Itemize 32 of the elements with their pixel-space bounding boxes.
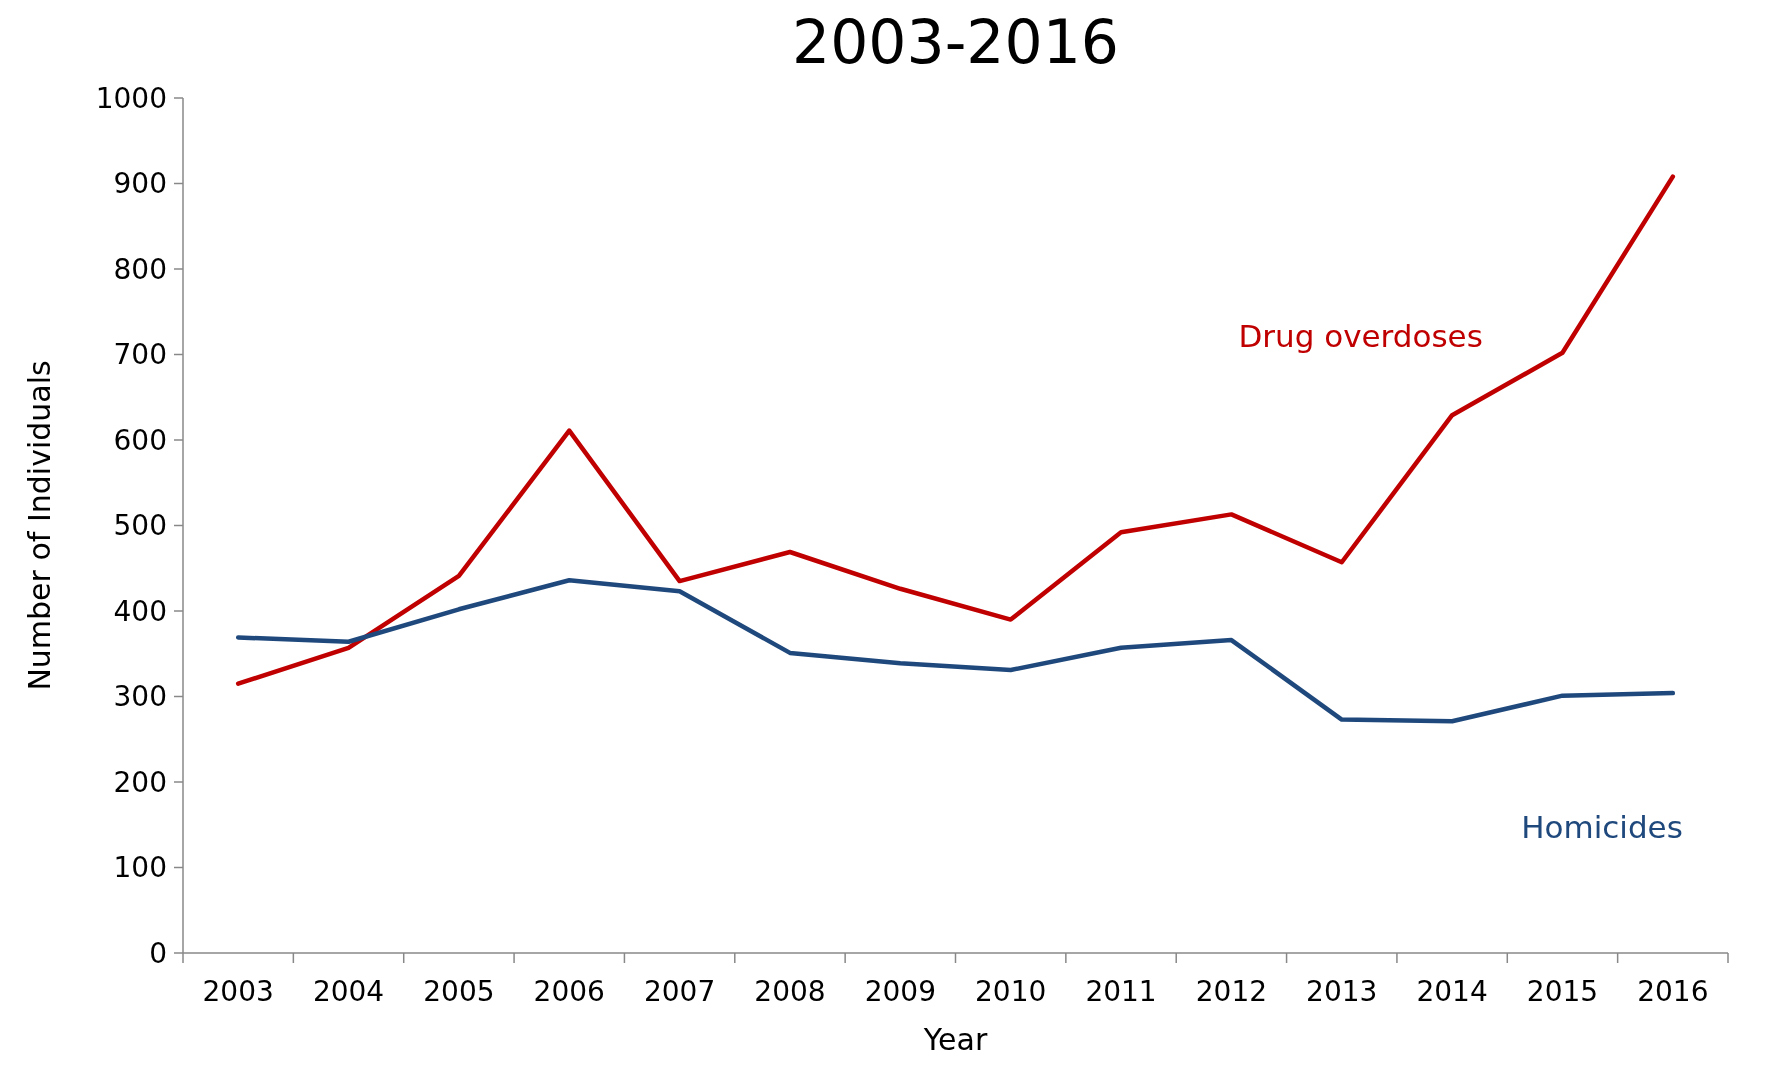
- x-tick-label: 2008: [754, 975, 826, 1008]
- y-tick-label: 200: [113, 765, 167, 799]
- y-axis-title: Number of Individuals: [22, 360, 57, 691]
- y-tick-label: 0: [149, 936, 167, 970]
- x-tick-label: 2015: [1526, 975, 1599, 1008]
- x-tick-label: 2012: [1195, 975, 1268, 1008]
- y-tick-label: 800: [113, 252, 167, 286]
- x-tick-label: 2005: [423, 975, 495, 1008]
- x-tick-label: 2011: [1085, 975, 1157, 1008]
- y-tick-label: 900: [113, 167, 167, 201]
- x-tick-label: 2007: [643, 975, 716, 1008]
- x-tick-label: 2014: [1416, 975, 1488, 1008]
- text: Homicides: [1521, 809, 1683, 846]
- y-tick-label: 1000: [95, 81, 167, 115]
- y-tick-label: 600: [113, 423, 167, 457]
- y-tick-label: 100: [113, 851, 167, 885]
- x-tick-label: 2006: [533, 975, 605, 1008]
- x-tick-label: 2004: [312, 975, 385, 1008]
- x-tick-label: 2013: [1306, 975, 1378, 1008]
- x-tick-label: 2009: [864, 975, 936, 1008]
- x-tick-label: 2010: [975, 975, 1047, 1008]
- x-axis-title: Year: [922, 1022, 988, 1057]
- line-series: [235, 174, 1676, 686]
- x-tick-label: 2003: [202, 975, 274, 1008]
- x-tick-label: 2016: [1637, 975, 1709, 1008]
- y-tick-label: 500: [113, 509, 167, 543]
- y-tick-label: 700: [113, 338, 167, 372]
- line-series: [235, 577, 1676, 724]
- chart-title: 2003-2016: [791, 7, 1120, 77]
- y-tick-label: 400: [113, 594, 167, 628]
- series-label: Drug overdoses: [1238, 317, 1483, 354]
- y-tick-label: 300: [113, 680, 167, 714]
